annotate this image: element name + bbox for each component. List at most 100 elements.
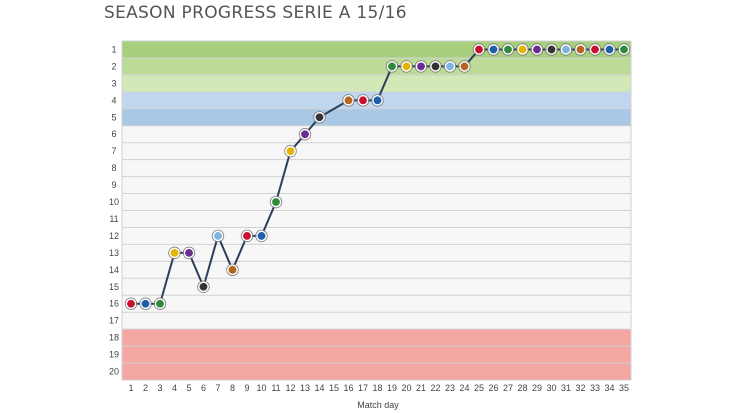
series-line xyxy=(131,48,624,305)
x-tick-label: 27 xyxy=(503,383,513,393)
data-point-ring xyxy=(487,43,500,56)
data-point-ring xyxy=(472,43,486,56)
data-point xyxy=(343,95,354,106)
data-point-ring xyxy=(458,60,471,73)
data-point-ring xyxy=(414,60,428,73)
data-point-ring xyxy=(617,43,631,56)
data-point xyxy=(444,61,456,72)
data-point xyxy=(125,298,137,310)
data-point-ring xyxy=(211,229,225,243)
x-tick-label: 10 xyxy=(256,383,266,393)
y-tick-label: 2 xyxy=(111,61,116,71)
data-point xyxy=(546,44,557,55)
band-relegation-row-19 xyxy=(122,346,631,364)
data-point xyxy=(560,44,572,55)
y-tick-label: 14 xyxy=(109,265,119,275)
data-point xyxy=(531,44,543,55)
data-point-ring xyxy=(284,144,297,158)
data-point xyxy=(430,61,441,72)
y-tick-label: 5 xyxy=(111,112,116,122)
data-point-ring xyxy=(530,43,544,56)
data-point-ring xyxy=(269,195,283,209)
x-tick-label: 17 xyxy=(358,383,368,393)
x-tick-label: 32 xyxy=(575,383,585,393)
x-tick-label: 26 xyxy=(488,383,498,393)
data-point xyxy=(386,61,398,72)
data-point-ring xyxy=(240,229,254,243)
y-tick-label: 13 xyxy=(109,248,119,258)
data-point-ring xyxy=(559,43,573,56)
chart-title: SEASON PROGRESS SERIE A 15/16 xyxy=(104,3,407,23)
x-tick-label: 28 xyxy=(517,383,527,393)
data-point xyxy=(285,145,296,157)
data-point-ring xyxy=(574,43,587,56)
data-point xyxy=(357,95,369,106)
x-tick-label: 25 xyxy=(474,383,484,393)
data-point-ring xyxy=(342,94,355,107)
x-tick-label: 12 xyxy=(285,383,295,393)
y-tick-label: 7 xyxy=(111,146,116,156)
x-tick-label: 31 xyxy=(561,383,571,393)
x-tick-label: 29 xyxy=(532,383,542,393)
x-tick-label: 7 xyxy=(215,383,220,393)
x-axis-label: Match day xyxy=(357,400,399,410)
data-point xyxy=(140,298,151,310)
y-tick-label: 16 xyxy=(109,299,119,309)
data-point xyxy=(415,61,427,72)
data-point-ring xyxy=(429,60,442,73)
x-tick-label: 3 xyxy=(157,383,162,393)
x-tick-label: 2 xyxy=(143,383,148,393)
data-point xyxy=(198,281,209,293)
data-point-ring xyxy=(588,43,602,56)
y-tick-label: 9 xyxy=(111,180,116,190)
x-tick-label: 4 xyxy=(172,383,177,393)
x-tick-label: 20 xyxy=(401,383,411,393)
data-point-ring xyxy=(545,43,558,56)
data-point-ring xyxy=(197,280,210,293)
data-point-ring xyxy=(443,60,457,73)
x-tick-label: 14 xyxy=(314,383,324,393)
grid-lines xyxy=(121,40,632,381)
x-tick-label: 11 xyxy=(271,383,280,393)
data-point-ring xyxy=(356,94,370,107)
data-point xyxy=(517,44,528,55)
band-relegation-row-20 xyxy=(122,363,631,380)
data-point-ring xyxy=(182,246,196,260)
data-point-ring xyxy=(153,297,167,310)
x-tick-label: 24 xyxy=(459,383,469,393)
x-tick-label: 6 xyxy=(201,383,206,393)
data-point-ring xyxy=(226,263,239,277)
x-tick-label: 21 xyxy=(416,383,426,393)
data-point xyxy=(212,230,224,242)
data-point-ring xyxy=(255,229,268,243)
y-tick-label: 10 xyxy=(109,197,119,207)
data-point xyxy=(256,230,267,242)
band-relegation-row-18 xyxy=(122,329,631,347)
y-tick-label: 1 xyxy=(111,44,116,54)
x-tick-label: 19 xyxy=(387,383,397,393)
data-point-ring xyxy=(124,297,138,310)
x-tick-label: 18 xyxy=(372,383,382,393)
x-tick-label: 23 xyxy=(445,383,455,393)
y-tick-label: 12 xyxy=(109,231,119,241)
x-tick-label: 9 xyxy=(244,383,249,393)
data-point xyxy=(459,61,470,72)
band-top-row-2 xyxy=(122,57,631,75)
x-tick-label: 15 xyxy=(329,383,339,393)
x-tick-label: 34 xyxy=(604,383,614,393)
x-tick-label: 13 xyxy=(300,383,310,393)
data-point xyxy=(473,44,485,55)
band-europa-row-5 xyxy=(122,108,631,126)
x-tick-label: 30 xyxy=(546,383,556,393)
y-tick-label: 20 xyxy=(109,367,119,377)
y-tick-label: 19 xyxy=(109,350,119,360)
x-tick-label: 35 xyxy=(619,383,629,393)
data-point-ring xyxy=(168,246,181,260)
data-point xyxy=(314,111,325,123)
data-point xyxy=(241,230,253,242)
data-point-ring xyxy=(139,297,152,310)
x-tick-label: 22 xyxy=(430,383,440,393)
data-point-ring xyxy=(313,111,326,124)
